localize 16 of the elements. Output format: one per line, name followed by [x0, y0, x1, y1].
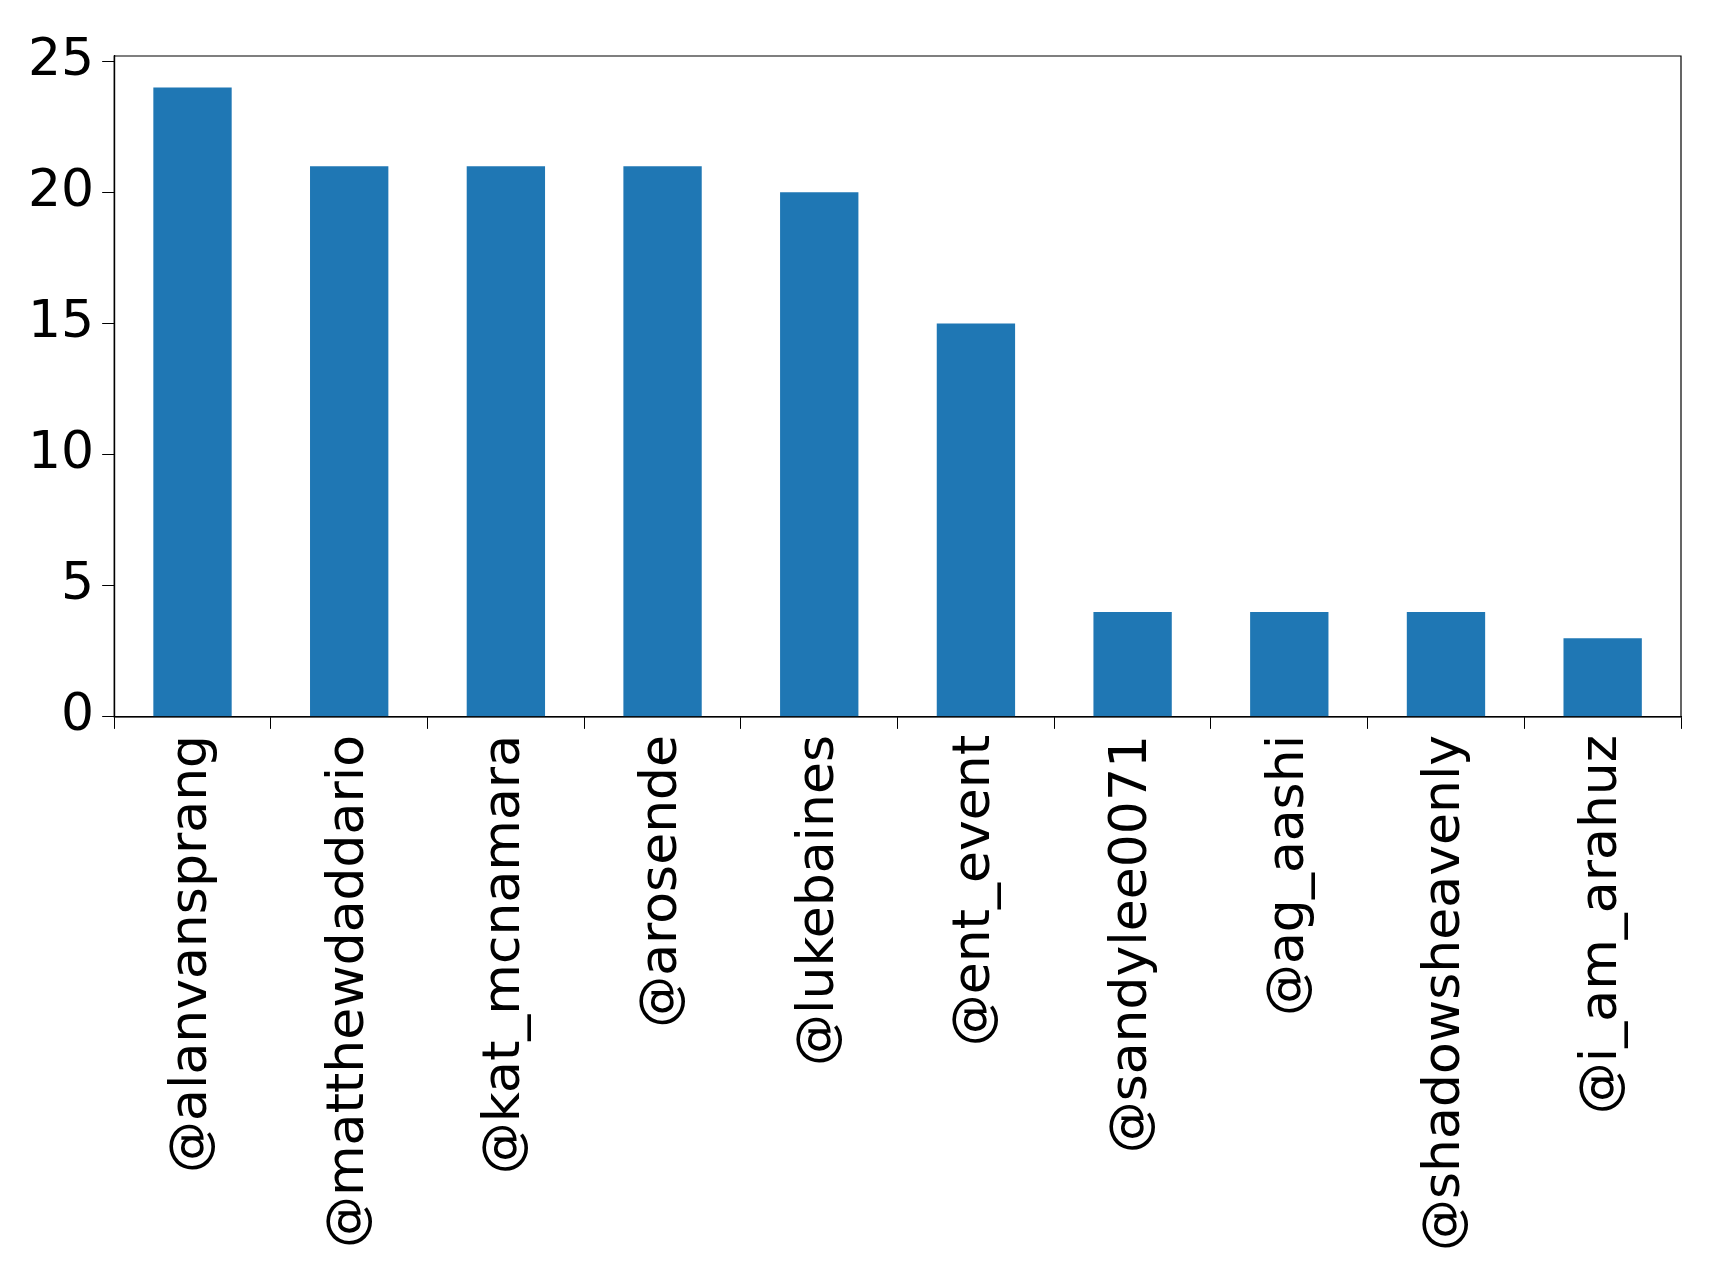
x-tick-label: @kat_mcnamara [471, 734, 532, 1175]
x-tick-label: @arosende [628, 734, 689, 1028]
x-tick-label: @ag_aashi [1254, 734, 1315, 1016]
y-tick-label: 10 [28, 420, 95, 481]
x-tick-label: @alanvansprang [158, 734, 219, 1173]
x-tick-label: @shadowsheavenly [1411, 734, 1472, 1252]
y-tick-label: 15 [28, 289, 95, 350]
x-tick-label: @sandylee0071 [1098, 734, 1159, 1154]
y-tick-label: 5 [61, 551, 95, 612]
x-tick-label: @matthewdaddario [314, 734, 375, 1249]
y-tick-label: 25 [28, 26, 95, 87]
y-tick-label: 20 [28, 157, 95, 218]
x-tick-label: @ent_event [941, 734, 1002, 1047]
y-tick-label: 0 [61, 682, 95, 743]
x-tick-label: @lukebaines [784, 734, 845, 1066]
x-tick-label: @i_am_arahuz [1568, 734, 1629, 1115]
